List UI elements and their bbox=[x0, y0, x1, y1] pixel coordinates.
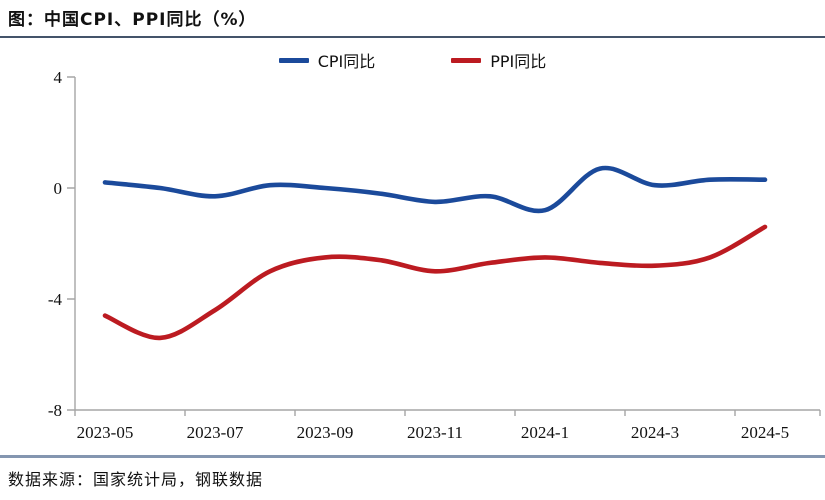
x-axis-ticks bbox=[74, 410, 821, 416]
footer-divider bbox=[0, 455, 825, 458]
legend-item-cpi: CPI同比 bbox=[278, 48, 376, 72]
y-axis-label: 0 bbox=[54, 179, 63, 198]
legend-label-ppi: PPI同比 bbox=[490, 52, 547, 71]
x-axis-label: 2023-11 bbox=[407, 423, 463, 442]
legend-item-ppi: PPI同比 bbox=[451, 48, 546, 72]
y-axis-label: -4 bbox=[48, 290, 63, 309]
cpi-line bbox=[102, 165, 768, 214]
y-axis-ticks bbox=[67, 76, 75, 411]
y-axis-label: 4 bbox=[54, 68, 63, 87]
x-axis-label: 2023-05 bbox=[77, 423, 134, 442]
chart-title: 图：中国CPI、PPI同比（%） bbox=[8, 10, 257, 30]
data-source-note: 数据来源：国家统计局，钢联数据 bbox=[8, 470, 264, 489]
title-divider bbox=[0, 36, 825, 38]
x-axis-label: 2023-09 bbox=[297, 423, 354, 442]
cpi-line-swatch-icon bbox=[278, 57, 309, 63]
y-axis-label: -8 bbox=[48, 401, 62, 420]
x-axis-label: 2023-07 bbox=[187, 423, 244, 442]
x-axis-label: 2024-1 bbox=[521, 423, 569, 442]
line-chart: 4 0 -4 -8 2023-05 2023-07 2023-09 2023-1… bbox=[48, 68, 821, 442]
x-axis-label: 2024-5 bbox=[741, 423, 789, 442]
legend: CPI同比 PPI同比 bbox=[0, 48, 825, 72]
legend-label-cpi: CPI同比 bbox=[317, 52, 376, 71]
x-axis-label: 2024-3 bbox=[631, 423, 679, 442]
ppi-line bbox=[102, 224, 768, 341]
ppi-line-swatch-icon bbox=[451, 57, 482, 63]
